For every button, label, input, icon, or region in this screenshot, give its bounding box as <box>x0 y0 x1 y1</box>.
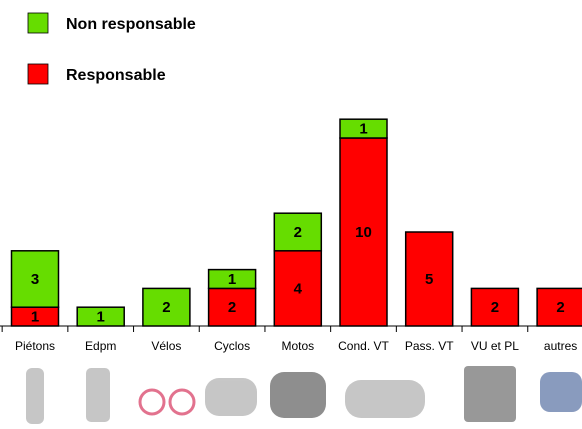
data-label: 2 <box>228 299 236 316</box>
bar-segment <box>339 137 388 327</box>
data-label: 1 <box>97 309 105 326</box>
x-tick-label: Motos <box>281 339 314 353</box>
data-label: 2 <box>491 299 499 316</box>
bar-segment <box>273 250 323 327</box>
bar-segment <box>404 231 454 327</box>
bar-segment <box>207 268 257 290</box>
legend-label: Non responsable <box>66 16 196 33</box>
x-tick-label: Vélos <box>151 339 181 353</box>
bar-segment <box>470 287 520 327</box>
data-label: 1 <box>228 271 236 288</box>
x-tick-label: Cyclos <box>214 339 250 353</box>
data-label: 1 <box>31 309 39 326</box>
icons <box>26 366 582 424</box>
data-label: 2 <box>294 224 302 241</box>
x-tick-label: Piétons <box>15 339 55 353</box>
bar-segment <box>76 306 125 327</box>
bar-segment <box>339 118 388 139</box>
data-label: 5 <box>425 271 433 288</box>
x-tick-label: VU et PL <box>471 339 519 353</box>
legend-swatch <box>27 63 49 85</box>
legend-label: Responsable <box>66 67 166 84</box>
bar-segment <box>142 287 191 327</box>
data-label: 2 <box>162 299 170 316</box>
data-label: 4 <box>294 280 303 297</box>
x-tick-label: Edpm <box>85 339 116 353</box>
legend-swatch <box>27 12 49 34</box>
x-tick-label: autres <box>544 339 577 353</box>
bar-segment <box>207 287 257 327</box>
x-tick-label: Pass. VT <box>405 339 454 353</box>
bar-segment <box>273 212 323 252</box>
data-label: 1 <box>359 121 367 138</box>
bar-segment <box>536 287 582 327</box>
bar-segment <box>10 250 60 308</box>
data-label: 2 <box>556 299 564 316</box>
x-tick-label: Cond. VT <box>338 339 389 353</box>
data-label: 10 <box>355 224 372 241</box>
data-label: 3 <box>31 271 39 288</box>
